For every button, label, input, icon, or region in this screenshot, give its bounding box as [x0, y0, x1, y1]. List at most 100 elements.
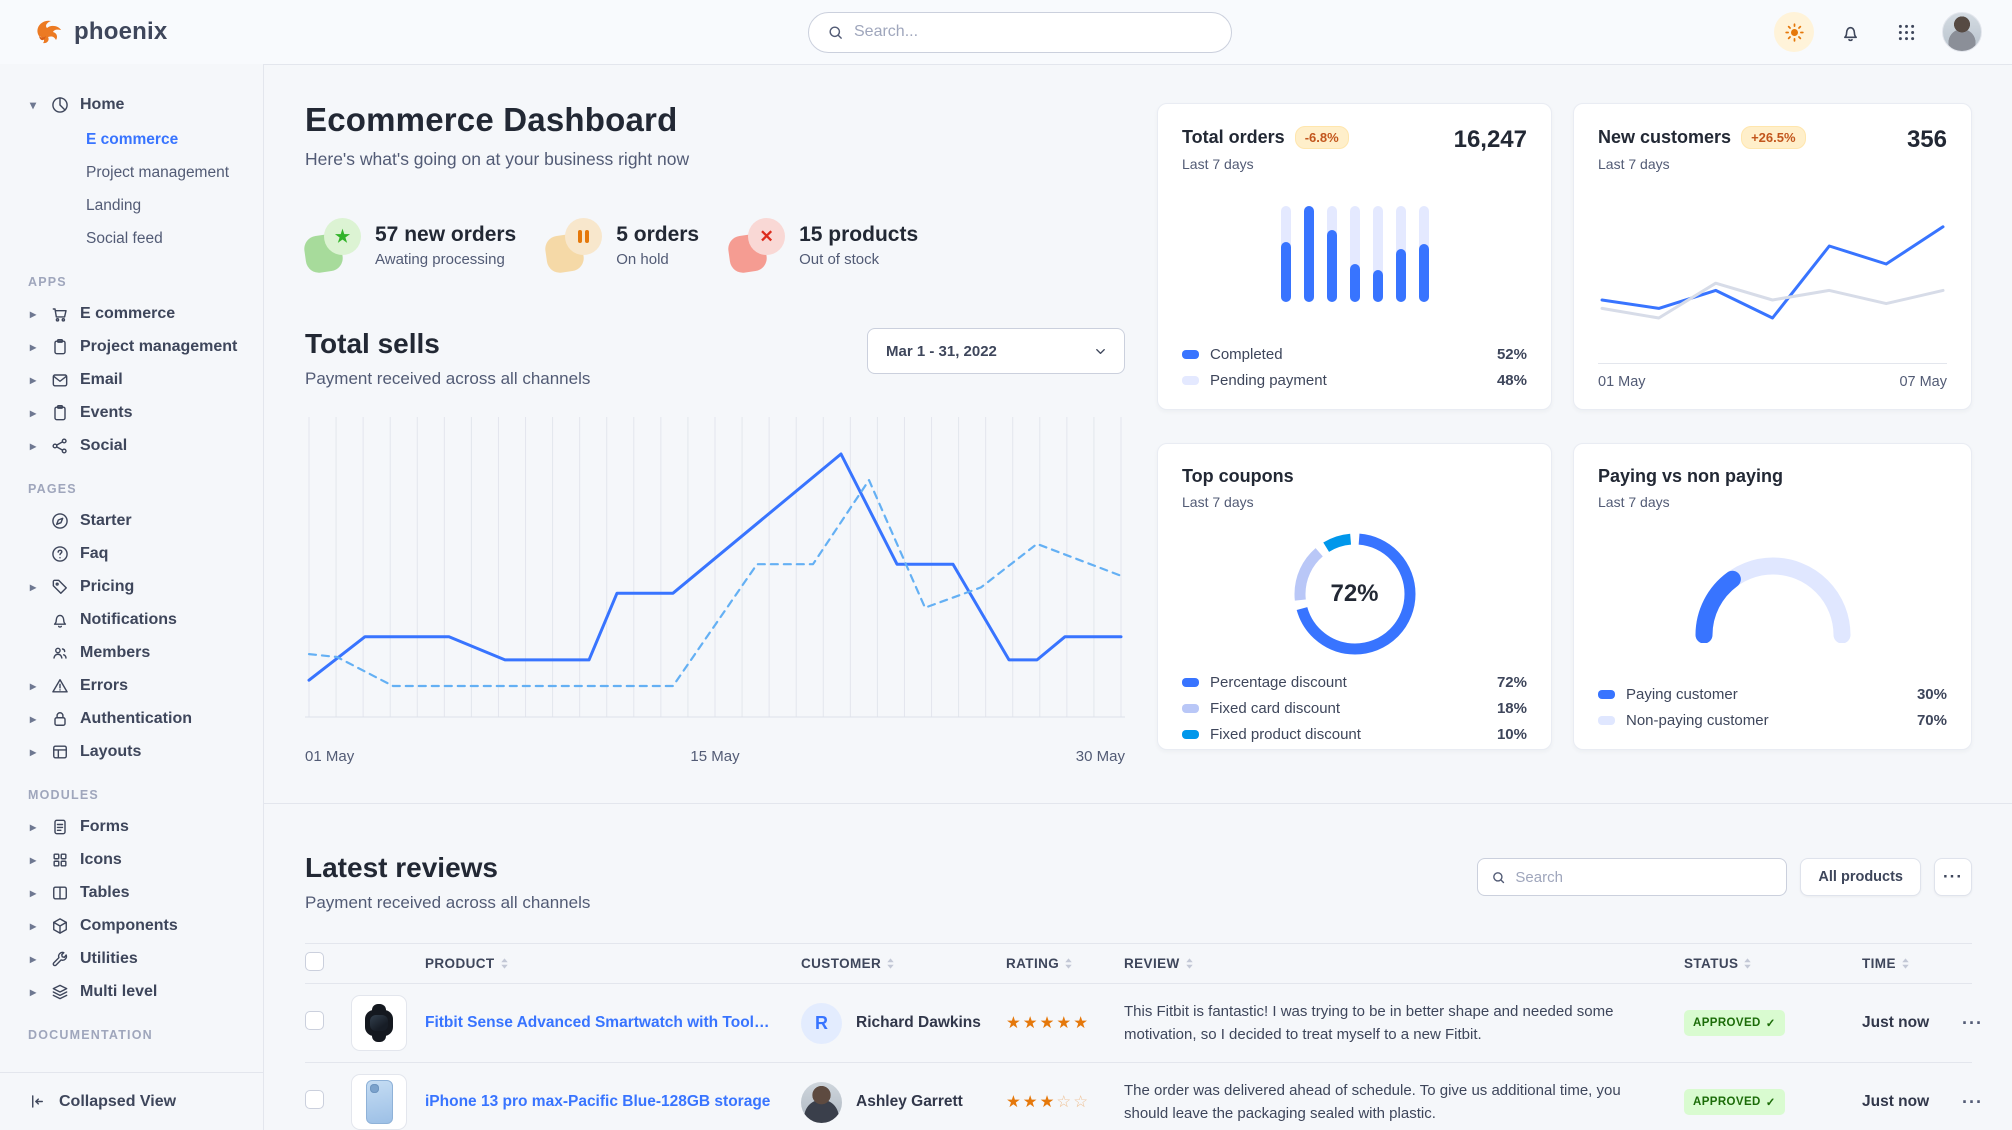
apps-grid-button[interactable] [1886, 12, 1926, 52]
column-header-review[interactable]: REVIEW [1124, 956, 1684, 971]
column-header-rating[interactable]: RATING [1006, 956, 1124, 971]
sidebar-item-label: Events [80, 403, 133, 421]
status-badge: APPROVED ✓ [1684, 1010, 1785, 1036]
layers-icon [49, 981, 71, 1003]
sidebar-item-label: Utilities [80, 949, 138, 967]
collapse-sidebar-button[interactable]: Collapsed View [0, 1072, 263, 1130]
sidebar-item-tables[interactable]: ▸ Tables [26, 876, 249, 909]
chevron-right-icon: ▸ [29, 711, 37, 726]
chevron-down-icon [1096, 348, 1105, 354]
donut-svg [1294, 533, 1415, 655]
sidebar-item-starter[interactable]: Starter [26, 504, 249, 537]
sidebar-item-notifications[interactable]: Notifications [26, 603, 249, 636]
all-products-button[interactable]: All products [1800, 858, 1921, 896]
stat-caption: On hold [616, 250, 669, 268]
sidebar-item-faq[interactable]: Faq [26, 537, 249, 570]
reviews-more-button[interactable]: ··· [1934, 858, 1972, 896]
row-actions-button[interactable]: ··· [1962, 1091, 1983, 1112]
sidebar-item-home[interactable]: ▾ Home [26, 88, 249, 121]
order-bar [1326, 206, 1337, 302]
sidebar-subitem-social-feed[interactable]: Social feed [86, 229, 163, 247]
donut-center-label: 72% [1330, 580, 1379, 607]
column-header-product[interactable]: PRODUCT [351, 956, 801, 971]
date-range-select[interactable]: Mar 1 - 31, 2022 [867, 328, 1125, 374]
warning-triangle-icon [49, 675, 71, 697]
global-search[interactable] [808, 11, 1232, 53]
select-all-checkbox[interactable] [305, 951, 324, 971]
envelope-icon [49, 369, 71, 391]
x-tick: 07 May [1899, 374, 1947, 390]
column-label: CUSTOMER [801, 956, 882, 971]
sidebar-item-errors[interactable]: ▸ Errors [26, 669, 249, 702]
product-link[interactable]: Fitbit Sense Advanced Smartwatch with To… [425, 1014, 775, 1031]
sidebar-item-email[interactable]: ▸ Email [26, 363, 249, 396]
clipboard-icon [49, 336, 71, 358]
card-title: New customers [1598, 127, 1732, 147]
reviews-search[interactable] [1477, 858, 1788, 896]
reviews-search-input[interactable] [1515, 868, 1774, 886]
sort-icon [887, 958, 894, 969]
theme-toggle-button[interactable] [1774, 12, 1814, 52]
row-checkbox[interactable] [305, 1090, 324, 1109]
time-value: Just now [1862, 1014, 1930, 1031]
sidebar-item-forms[interactable]: ▸ Forms [26, 810, 249, 843]
sidebar-section-modules: MODULES [28, 788, 99, 802]
chevron-right-icon: ▸ [29, 852, 37, 867]
sidebar-item-label: Faq [80, 544, 109, 562]
legend-row: Completed 52% [1182, 346, 1527, 363]
card-title: Top coupons [1182, 466, 1294, 486]
sidebar-item-social[interactable]: ▸ Social [26, 429, 249, 462]
search-icon [829, 25, 842, 39]
brand-logo[interactable]: phoenix [32, 16, 167, 48]
column-label: PRODUCT [425, 956, 495, 971]
bell-icon [1843, 26, 1857, 41]
star-icon: ☆ [1056, 1093, 1074, 1111]
product-image-iphone [351, 1074, 407, 1130]
chevron-right-icon: ▸ [29, 678, 37, 693]
coupons-donut-chart: 72% [1289, 528, 1421, 660]
reviews-table: PRODUCT CUSTOMER RATING REVIEW [305, 943, 1982, 1130]
user-avatar[interactable] [1942, 12, 1982, 52]
legend-value: 18% [1496, 700, 1527, 717]
notifications-button[interactable] [1830, 12, 1870, 52]
total-sells-x-axis: 01 May 15 May 30 May [305, 748, 1125, 765]
date-range-value: Mar 1 - 31, 2022 [886, 342, 997, 360]
sidebar-subitem-project-management[interactable]: Project management [86, 163, 230, 181]
column-header-customer[interactable]: CUSTOMER [801, 956, 1006, 971]
sidebar-item-ecommerce[interactable]: ▸ E commerce [26, 297, 249, 330]
time-value: Just now [1862, 1093, 1930, 1110]
sidebar-item-project-management[interactable]: ▸ Project management [26, 330, 249, 363]
column-header-status[interactable]: STATUS [1684, 956, 1862, 971]
sidebar-item-utilities[interactable]: ▸ Utilities [26, 942, 249, 975]
sidebar-item-layouts[interactable]: ▸ Layouts [26, 735, 249, 768]
sidebar-subitem-ecommerce[interactable]: E commerce [86, 130, 179, 148]
sidebar-item-label: Errors [80, 676, 129, 694]
row-checkbox[interactable] [305, 1011, 324, 1030]
sidebar-item-label: Email [80, 370, 123, 388]
total-sells-title: Total sells [305, 328, 440, 359]
column-header-time[interactable]: TIME [1862, 956, 1962, 971]
kpi-cards: Total orders -6.8% Last 7 days 16,247 Co… [1157, 103, 1972, 765]
sidebar-item-icons[interactable]: ▸ Icons [26, 843, 249, 876]
sort-icon [1065, 958, 1072, 969]
legend-row: Fixed card discount 18% [1182, 700, 1527, 717]
collapse-left-icon [32, 1095, 43, 1108]
chevron-right-icon: ▸ [29, 819, 37, 834]
legend-label: Non-paying customer [1626, 712, 1769, 729]
chevron-right-icon: ▸ [29, 744, 37, 759]
product-link[interactable]: iPhone 13 pro max-Pacific Blue-128GB sto… [425, 1093, 771, 1110]
search-input[interactable] [854, 23, 1213, 41]
sidebar-item-authentication[interactable]: ▸ Authentication [26, 702, 249, 735]
sidebar-item-pricing[interactable]: ▸ Pricing [26, 570, 249, 603]
phoenix-logo-icon [37, 20, 61, 44]
sidebar-item-components[interactable]: ▸ Components [26, 909, 249, 942]
sidebar-item-label: Social [80, 436, 128, 454]
check-icon: ✓ [1765, 1018, 1776, 1030]
stat-caption: Out of stock [799, 250, 880, 268]
table-header-row: PRODUCT CUSTOMER RATING REVIEW [305, 943, 1972, 984]
sidebar-item-events[interactable]: ▸ Events [26, 396, 249, 429]
sidebar-subitem-landing[interactable]: Landing [86, 196, 142, 214]
sidebar-item-members[interactable]: Members [26, 636, 249, 669]
row-actions-button[interactable]: ··· [1962, 1012, 1983, 1033]
sidebar-item-multi-level[interactable]: ▸ Multi level [26, 975, 249, 1008]
